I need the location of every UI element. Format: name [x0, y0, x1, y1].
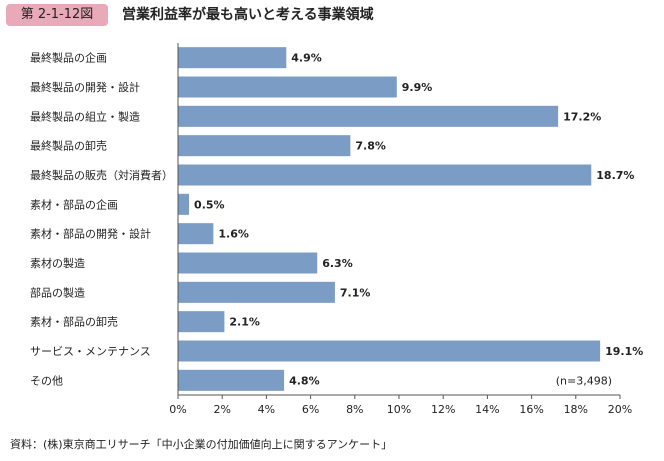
sample-size-annotation: (n=3,498) — [556, 374, 612, 387]
bar — [178, 340, 601, 362]
value-label: 2.1% — [229, 316, 260, 329]
value-label: 4.8% — [289, 374, 320, 387]
category-label: その他 — [30, 374, 63, 387]
axes — [177, 43, 621, 399]
x-tick-labels: 0% 2% 4% 6% 8% 10% 12% 14% 16% 18% 20% — [169, 403, 632, 416]
category-label: 最終製品の企画 — [30, 51, 107, 65]
figure-number-badge: 第 2-1-12図 — [6, 4, 108, 26]
x-tick-label: 4% — [258, 403, 275, 416]
category-label: 最終製品の組立・製造 — [30, 109, 140, 123]
figure-title: 営業利益率が最も高いと考える事業領域 — [122, 7, 374, 23]
bar — [178, 311, 225, 333]
category-label: 素材・部品の卸売 — [30, 315, 118, 329]
category-labels: 最終製品の企画最終製品の開発・設計最終製品の組立・製造最終製品の卸売最終製品の販… — [30, 51, 173, 388]
bar — [178, 47, 287, 69]
category-label: 最終製品の卸売 — [30, 139, 107, 153]
bar — [178, 223, 214, 245]
bar — [178, 76, 397, 98]
bar — [178, 105, 559, 127]
category-label: 最終製品の販売（対消費者） — [30, 168, 173, 182]
value-label: 17.2% — [563, 110, 601, 123]
x-tick-label: 20% — [608, 403, 632, 416]
bars — [178, 47, 601, 391]
value-label: 6.3% — [322, 257, 353, 270]
x-tick-label: 8% — [346, 403, 363, 416]
value-label: 0.5% — [194, 198, 225, 211]
value-label: 18.7% — [596, 169, 634, 182]
value-labels: 4.9% 9.9% 17.2% 7.8% 18.7% 0.5% 1.6% 6.3% 7.1% 2.… — [194, 52, 643, 388]
bar — [178, 281, 335, 303]
value-label: 7.8% — [355, 140, 386, 153]
category-label: サービス・メンテナンス — [30, 345, 151, 358]
value-label: 4.9% — [291, 52, 322, 65]
category-label: 最終製品の開発・設計 — [30, 80, 140, 94]
x-tick-label: 6% — [302, 403, 319, 416]
category-label: 素材の製造 — [30, 256, 85, 270]
x-tick-label: 12% — [431, 403, 455, 416]
x-tick-label: 14% — [475, 403, 499, 416]
source-note: 資料：(株)東京商工リサーチ「中小企業の付加価値向上に関するアンケート」 — [10, 438, 393, 451]
value-label: 7.1% — [340, 286, 371, 299]
value-label: 1.6% — [218, 228, 249, 241]
value-label: 19.1% — [605, 345, 643, 358]
value-label: 9.9% — [402, 81, 433, 94]
bar — [178, 135, 351, 157]
bar — [178, 252, 318, 274]
x-tick-label: 18% — [564, 403, 588, 416]
bar — [178, 369, 285, 391]
bar — [178, 164, 592, 186]
x-tick-label: 16% — [519, 403, 543, 416]
x-tick-label: 0% — [169, 403, 186, 416]
category-label: 部品の製造 — [30, 285, 85, 299]
category-label: 素材・部品の開発・設計 — [30, 227, 151, 241]
x-tick-label: 10% — [387, 403, 411, 416]
x-tick-label: 2% — [213, 403, 230, 416]
category-label: 素材・部品の企画 — [30, 197, 118, 211]
bar — [178, 193, 190, 215]
